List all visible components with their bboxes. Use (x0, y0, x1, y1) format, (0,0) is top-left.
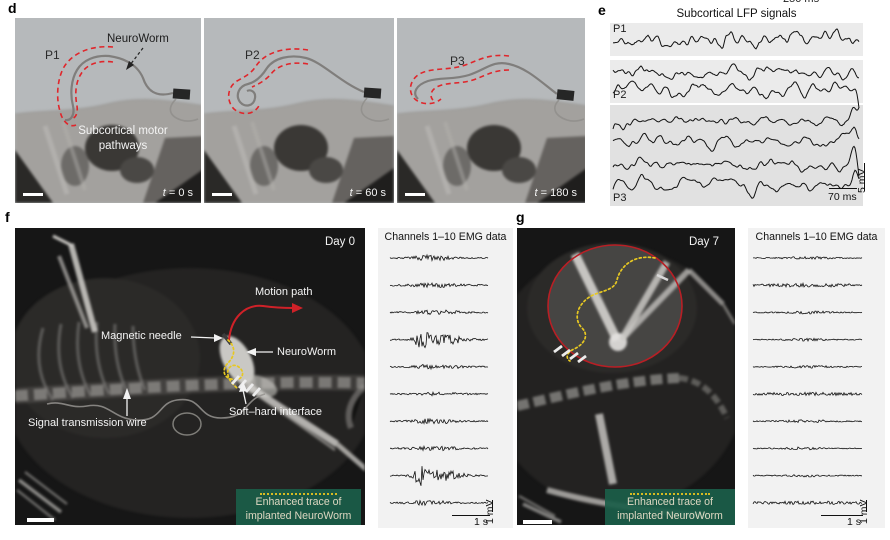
emg-voltage-scale-label: 1 mV (858, 499, 870, 524)
panel-label-e: e (598, 2, 606, 18)
fluoroscopy-tissue-art (397, 99, 585, 203)
bone-screws (553, 344, 587, 364)
xray-frame-t0: P1 NeuroWorm Subcortical motor pathways … (15, 18, 201, 203)
magnetic-needle-mark (656, 273, 669, 282)
neuroworm-yellow-trace (223, 339, 244, 390)
neuroworm-annotation: NeuroWorm (277, 346, 337, 358)
signal-wire-path (46, 393, 266, 421)
magnetic-needle-arrow (190, 334, 223, 342)
region-annotation: Subcortical motor pathways (78, 125, 168, 152)
lfp-title: Subcortical LFP signals (676, 8, 797, 20)
neuroworm-yellow-trace (566, 256, 656, 362)
emg-panel-day0: Channels 1–10 EMG data 1 s 1 mV (378, 228, 513, 528)
emg-time-scale-label: 1 s (474, 516, 489, 528)
annotation-overlay-day0 (46, 303, 303, 436)
neuroworm-device (236, 55, 390, 122)
red-dashed-worm-outline (56, 45, 114, 127)
lfp-group-label-p1: P1 (613, 23, 627, 35)
motion-path-annotation: Motion path (255, 286, 313, 298)
annotation-overlay-day7 (547, 244, 683, 368)
lfp-group-label-p2: P2 (613, 89, 627, 101)
day-label: Day 7 (688, 236, 719, 248)
clipped-scale-label: 250 ms (783, 0, 819, 5)
neuroworm-device (414, 62, 585, 122)
scale-bar (23, 192, 43, 196)
bone-screws (230, 375, 262, 397)
highlight-region-circle (547, 244, 683, 368)
signal-wire-arrow (123, 388, 131, 416)
neuroworm-pointer-arrow (126, 47, 144, 70)
enhanced-trace-line1: Enhanced trace of (627, 496, 713, 508)
emg-panel-day7: Channels 1–10 EMG data 1 s 1 mV (748, 228, 885, 528)
skeleton-art (517, 243, 735, 524)
xray-image-day7: Day 7 Enhanced trace of implanted NeuroW… (517, 228, 735, 525)
enhanced-trace-line2: implanted NeuroWorm (617, 509, 723, 522)
emg-traces (752, 255, 863, 506)
position-label-p1: P1 (45, 48, 60, 62)
lfp-group-label-p3: P3 (613, 192, 627, 204)
neuroworm-overlay-t0 (56, 45, 199, 127)
neuroworm-annotation: NeuroWorm (107, 33, 169, 45)
lfp-time-scale-label: 70 ms (828, 191, 857, 203)
position-label-p2: P2 (245, 48, 260, 62)
signal-wire-loop (172, 412, 202, 436)
lfp-traces (612, 28, 860, 199)
neuroworm-device (64, 54, 199, 122)
magnetic-needle-mark (221, 332, 233, 346)
timestamp-t180: t = 180 s (534, 187, 577, 199)
neuroworm-overlay-t60 (227, 48, 390, 122)
enhanced-trace-line1: Enhanced trace of (255, 496, 342, 508)
emg-voltage-scale-label: 1 mV (484, 499, 496, 524)
emg-voltage-scalebar (866, 500, 868, 512)
lfp-box-p1 (610, 23, 863, 56)
soft-hard-arrow (239, 381, 247, 405)
magnetic-needle-annotation: Magnetic needle (101, 330, 182, 342)
panel-label-d: d (8, 0, 17, 16)
day-label: Day 0 (324, 236, 355, 248)
motion-path-arrow (228, 303, 303, 341)
emg-title: Channels 1–10 EMG data (384, 231, 507, 243)
emg-voltage-scalebar (492, 500, 494, 512)
lfp-time-scalebar (829, 188, 857, 190)
emg-time-scalebar (452, 515, 490, 517)
neuroworm-arrow (246, 348, 273, 356)
enhanced-trace-callout: Enhanced trace of implanted NeuroWorm (236, 489, 361, 525)
emg-title: Channels 1–10 EMG data (755, 231, 878, 243)
scale-bar (212, 192, 232, 196)
timestamp-t60: t = 60 s (349, 187, 386, 199)
signal-wire-annotation: Signal transmission wire (28, 417, 147, 429)
neuroworm-overlay-t180 (409, 54, 585, 122)
red-dashed-worm-outline (227, 48, 309, 115)
enhanced-trace-line2: implanted NeuroWorm (245, 509, 352, 522)
red-dashed-worm-outline (409, 54, 510, 105)
panel-label-g: g (516, 209, 525, 225)
lfp-voltage-scalebar (864, 163, 866, 191)
panel-label-f: f (5, 209, 10, 225)
fluoroscopy-tissue-art (204, 99, 394, 203)
fluoroscopy-tissue-art (15, 99, 201, 203)
xray-frame-t180: P3 t = 180 s (397, 18, 585, 203)
xray-frame-t60: P2 t = 60 s (204, 18, 394, 203)
enhanced-trace-callout: Enhanced trace of implanted NeuroWorm (605, 489, 735, 525)
enhanced-trace-dotted-line (259, 493, 338, 495)
scale-bar (523, 520, 552, 524)
emg-time-scale-label: 1 s (847, 516, 862, 528)
lfp-voltage-scale-label: 5 mV (856, 168, 868, 193)
scale-bar (27, 518, 54, 522)
emg-time-scalebar (821, 515, 863, 517)
soft-hard-annotation: Soft–hard interface (229, 406, 322, 418)
skeleton-art (15, 234, 365, 521)
position-label-p3: P3 (450, 54, 465, 68)
enhanced-trace-dotted-line (629, 493, 711, 495)
scale-bar (405, 192, 425, 196)
xray-image-day0: Day 0 Motion path Magnetic needle NeuroW… (15, 228, 365, 525)
timestamp-t0: t = 0 s (162, 187, 193, 199)
emg-traces (389, 253, 489, 507)
lfp-box-p3 (610, 105, 863, 206)
highlight-region-fill (548, 245, 682, 367)
